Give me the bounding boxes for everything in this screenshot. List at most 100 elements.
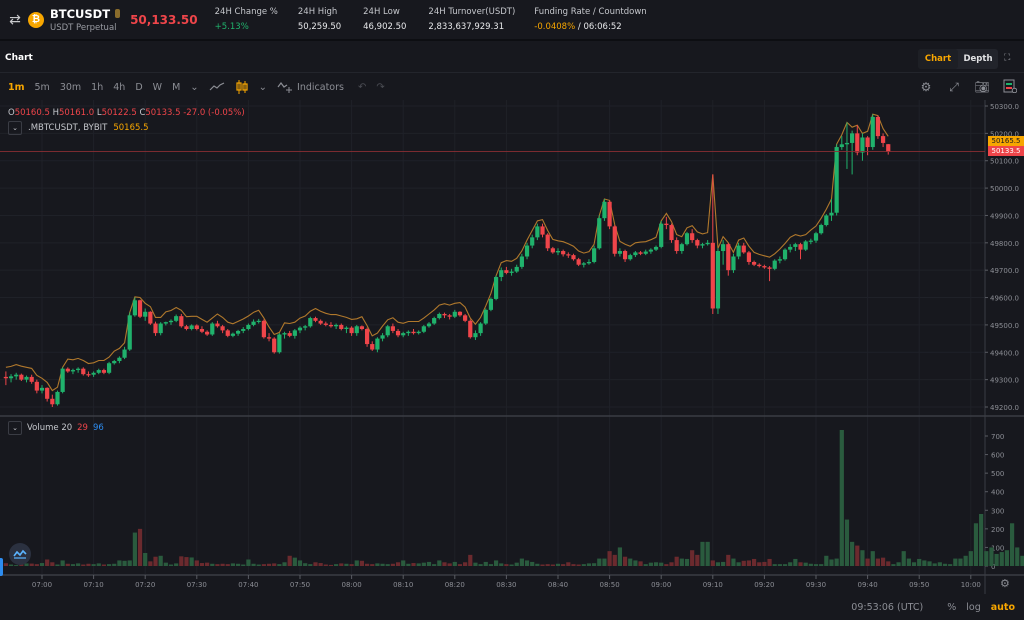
svg-text:100: 100 [991, 544, 1004, 552]
indicators-icon [277, 82, 293, 93]
tab-depth[interactable]: Depth [963, 54, 993, 64]
panel-title: Chart [5, 53, 33, 63]
low-key: L [96, 108, 102, 118]
stat-24h-high: 24H High 50,259.50 [298, 7, 341, 32]
change-value: -27.0 (-0.05%) [183, 108, 245, 118]
info-badge-icon[interactable] [115, 9, 121, 18]
open-key: O [8, 108, 15, 118]
svg-text:09:00: 09:00 [651, 581, 671, 589]
swap-arrows-icon[interactable]: ⇄ [9, 11, 21, 28]
chart-toolbar: 1m 5m 30m 1h 4h D W M ⌄ ⌄ Indicators ↶ ↷… [0, 74, 1024, 100]
index-price-tag: 50165.5 [988, 136, 1024, 146]
svg-text:08:00: 08:00 [342, 581, 362, 589]
timeframe-4h[interactable]: 4h [113, 81, 126, 93]
index-label: .MBTCUSDT, BYBIT [28, 123, 108, 133]
redo-icon[interactable]: ↷ [376, 81, 385, 93]
view-toggle: Chart Depth [918, 49, 998, 69]
expand-panel-icon[interactable]: ⛶ [1004, 53, 1011, 63]
timeframe-d[interactable]: D [135, 81, 143, 93]
volume-legend: ⌄ Volume 20 29 96 [8, 421, 104, 435]
volume-collapse-chevron-icon[interactable]: ⌄ [8, 421, 22, 435]
svg-text:08:40: 08:40 [548, 581, 568, 589]
stat-24h-low: 24H Low 46,902.50 [363, 7, 406, 32]
indicators-button[interactable]: Indicators [277, 81, 344, 93]
svg-text:0: 0 [991, 563, 995, 571]
svg-text:49600.0: 49600.0 [990, 295, 1019, 303]
stat-value: +5.13% [214, 22, 249, 32]
funding-values: -0.0408% / 06:06:52 [534, 22, 646, 32]
stat-value: 50,259.50 [297, 22, 342, 32]
stat-24h-change: 24H Change % +5.13% [215, 7, 278, 32]
svg-text:700: 700 [991, 433, 1004, 441]
timeframe-chevron-down-icon[interactable]: ⌄ [190, 81, 199, 93]
fullscreen-icon[interactable]: ⤢ [949, 79, 959, 94]
chart-type-chevron-down-icon[interactable]: ⌄ [258, 81, 268, 93]
svg-text:08:20: 08:20 [445, 581, 465, 589]
svg-text:09:10: 09:10 [703, 581, 723, 589]
close-value: 50133.5 [145, 108, 181, 118]
chart-panel-header: Chart Chart Depth ⛶ [0, 43, 1024, 73]
candlestick-type-icon[interactable] [235, 80, 249, 94]
toolbar-right-icons: ⚙ ⤢ 📷︎ [912, 74, 1024, 100]
screenshot-camera-icon[interactable]: 📷︎ [974, 80, 990, 94]
svg-text:49500.0: 49500.0 [990, 322, 1019, 330]
collapse-chevron-icon[interactable]: ⌄ [8, 121, 22, 135]
chart-footer: 09:53:06 (UTC) % log auto [0, 594, 1024, 620]
svg-text:07:50: 07:50 [290, 581, 310, 589]
index-value: 50165.5 [113, 123, 149, 133]
svg-text:09:30: 09:30 [806, 581, 826, 589]
svg-text:200: 200 [991, 526, 1004, 534]
ohlc-legend: O50160.5 H50161.0 L50122.5 C50133.5 -27.… [8, 108, 245, 118]
scroll-handle[interactable] [0, 558, 3, 576]
timeframe-30m[interactable]: 30m [59, 81, 82, 93]
stat-label: 24H Turnover(USDT) [428, 7, 516, 17]
symbol-selector[interactable]: BTCUSDT USDT Perpetual [50, 7, 121, 33]
svg-text:49900.0: 49900.0 [990, 212, 1019, 220]
stat-funding-rate[interactable]: Funding Rate / Countdown -0.0408% / 06:0… [534, 7, 646, 32]
last-price: 50,133.50 [130, 12, 198, 27]
timeframe-5m[interactable]: 5m [34, 81, 50, 93]
svg-text:50100.0: 50100.0 [990, 158, 1019, 166]
svg-text:07:40: 07:40 [238, 581, 258, 589]
settings-gear-icon[interactable]: ⚙ [920, 80, 932, 94]
stat-24h-turnover: 24H Turnover(USDT) 2,833,637,929.31 [428, 7, 515, 32]
timeframe-1m[interactable]: 1m [8, 81, 25, 93]
stat-label: 24H Low [363, 7, 400, 17]
auto-scale-button[interactable]: auto [990, 601, 1015, 613]
log-scale-button[interactable]: log [966, 601, 981, 613]
stat-value: 46,902.50 [363, 22, 407, 32]
svg-text:07:20: 07:20 [135, 581, 155, 589]
svg-text:07:10: 07:10 [84, 581, 104, 589]
tab-chart[interactable]: Chart [918, 49, 958, 69]
svg-text:08:30: 08:30 [496, 581, 516, 589]
svg-text:400: 400 [991, 489, 1004, 497]
svg-text:08:10: 08:10 [393, 581, 413, 589]
volume-buy-value: 96 [92, 423, 104, 433]
svg-text:500: 500 [991, 470, 1004, 478]
svg-text:09:50: 09:50 [909, 581, 929, 589]
svg-text:09:40: 09:40 [858, 581, 878, 589]
ticker-header: ⇄ ₿ BTCUSDT USDT Perpetual 50,133.50 24H… [0, 0, 1024, 41]
svg-text:49700.0: 49700.0 [990, 267, 1019, 275]
funding-separator: / [575, 22, 584, 32]
svg-text:07:30: 07:30 [187, 581, 207, 589]
stat-value: 2,833,637,929.31 [428, 22, 505, 32]
tradingview-logo-icon[interactable] [9, 543, 31, 565]
undo-icon[interactable]: ↶ [357, 81, 367, 93]
timeframe-w[interactable]: W [152, 81, 163, 93]
stat-label: Funding Rate / Countdown [534, 7, 647, 17]
index-price-legend: ⌄ .MBTCUSDT, BYBIT 50165.5 [8, 121, 149, 135]
line-chart-type-icon[interactable] [209, 82, 225, 92]
svg-text:50200.0: 50200.0 [990, 130, 1019, 138]
axis-settings-gear-icon[interactable]: ⚙ [1000, 577, 1010, 590]
last-price-tag: 50133.5 [988, 146, 1024, 156]
close-key: C [139, 108, 146, 118]
timeframe-m[interactable]: M [172, 81, 181, 93]
contract-type: USDT Perpetual [50, 22, 117, 33]
funding-countdown: 06:06:52 [583, 22, 622, 32]
order-list-icon[interactable] [996, 79, 1024, 96]
candlestick-chart[interactable]: 50300.0 50200.0 50100.0 50000.0 49900.0 49800… [0, 100, 1024, 594]
timeframe-1h[interactable]: 1h [91, 81, 104, 93]
percent-scale-button[interactable]: % [947, 601, 957, 613]
svg-text:08:50: 08:50 [600, 581, 620, 589]
